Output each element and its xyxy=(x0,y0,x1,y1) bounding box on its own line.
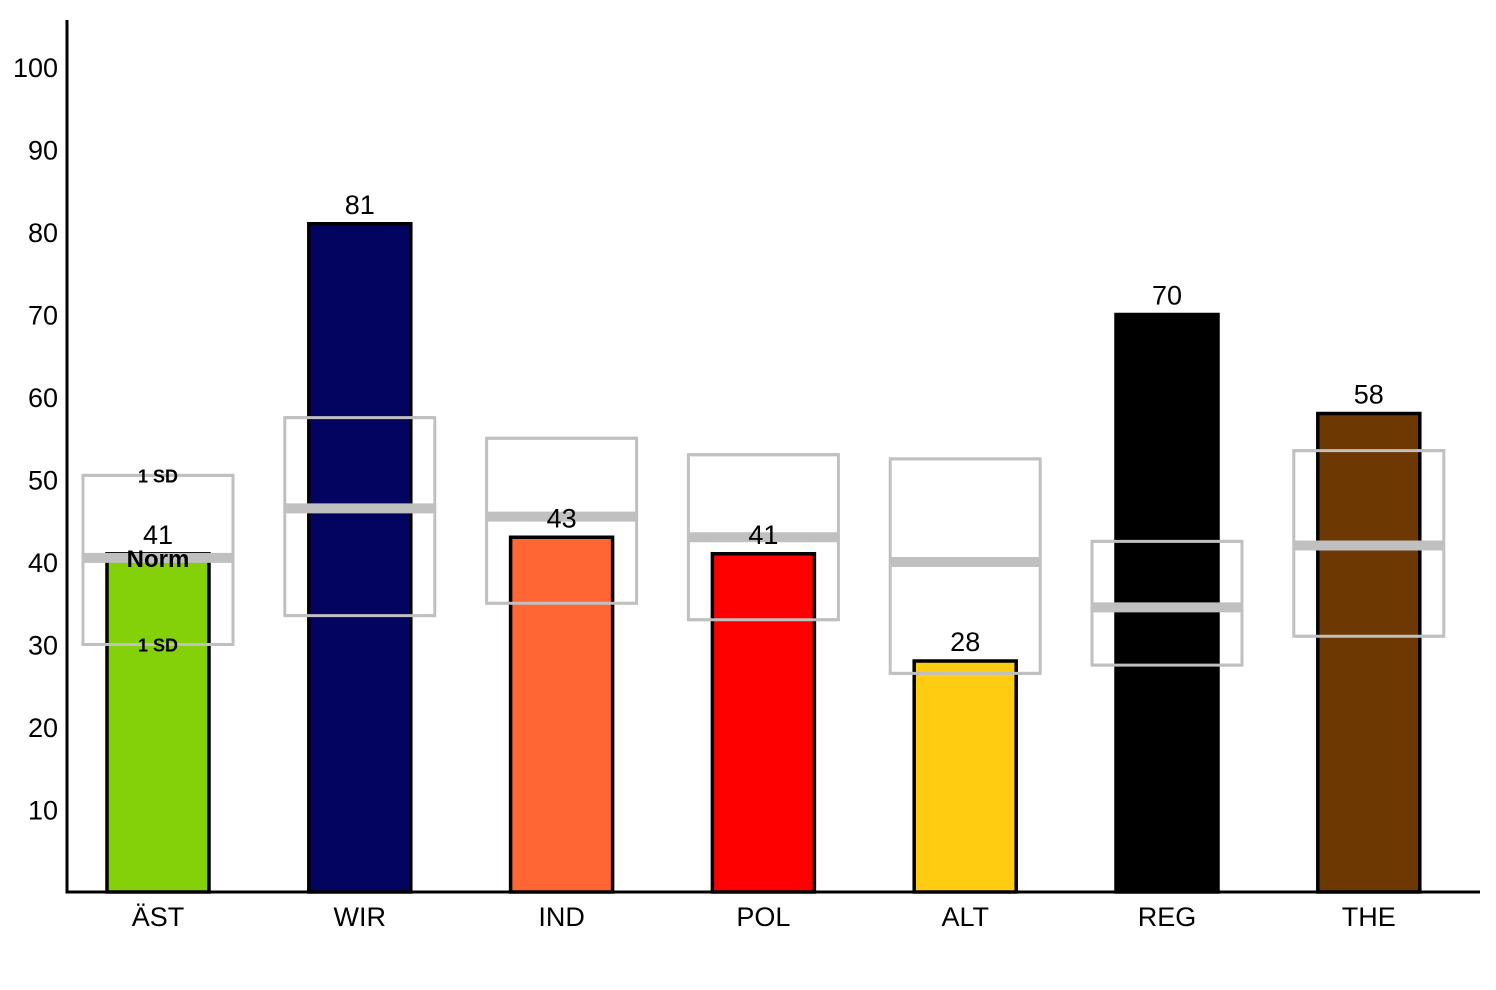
y-tick-label: 80 xyxy=(28,218,58,248)
category-label: IND xyxy=(538,902,585,932)
y-tick-label: 100 xyxy=(13,53,58,83)
category-label: REG xyxy=(1138,902,1197,932)
bar xyxy=(710,552,817,894)
value-label: 81 xyxy=(345,190,375,220)
norm-line-layer xyxy=(83,416,1444,675)
y-tick-label: 50 xyxy=(28,466,58,496)
y-tick-label: 70 xyxy=(28,301,58,331)
y-tick-label: 40 xyxy=(28,548,58,578)
y-tick-label: 90 xyxy=(28,136,58,166)
sd-lower-annotation: 1 SD xyxy=(138,636,178,656)
category-label: ALT xyxy=(941,902,989,932)
y-tick-label: 10 xyxy=(28,796,58,826)
bar xyxy=(105,552,211,894)
axes-layer: ÄST WIR IND POL ALT REG THE 10 20 30 40 50 60 70 80 90 1… xyxy=(13,20,1480,932)
category-label: ÄST xyxy=(132,902,185,932)
sd-upper-annotation: 1 SD xyxy=(138,466,178,486)
bar xyxy=(508,535,615,894)
norm-annotation: Norm xyxy=(127,546,190,573)
y-tick-label: 20 xyxy=(28,713,58,743)
value-label: 41 xyxy=(748,520,778,550)
category-label: THE xyxy=(1342,902,1396,932)
bar xyxy=(1316,411,1422,894)
value-label: 43 xyxy=(547,503,577,533)
value-label: 58 xyxy=(1354,380,1384,410)
bars-layer xyxy=(105,222,1422,894)
bar xyxy=(307,222,413,894)
y-tick-label: 60 xyxy=(28,383,58,413)
bar xyxy=(912,659,1018,894)
category-label: POL xyxy=(736,902,790,932)
value-label: 41 xyxy=(143,520,173,550)
y-tick-label: 30 xyxy=(28,631,58,661)
value-label: 28 xyxy=(950,627,980,657)
category-label: WIR xyxy=(334,902,386,932)
value-label: 70 xyxy=(1152,281,1182,311)
